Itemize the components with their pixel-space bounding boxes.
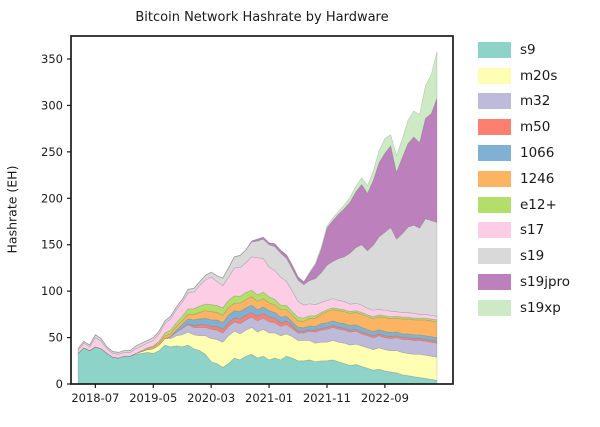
x-tick-label: 2020-03 [187,391,235,405]
legend-label: e12+ [520,196,557,213]
legend-label: s17 [520,222,545,239]
legend-label: s9 [520,41,536,58]
legend-swatch-s19jpro [478,274,511,291]
legend-swatch-m20s [478,67,511,84]
legend-swatch-m50 [478,119,511,136]
y-tick-label: 150 [41,238,63,252]
area-e12+ [77,289,438,359]
legend-swatch-s19xp [478,299,511,316]
legend-swatch-e12+ [478,196,511,213]
x-tick-label: 2019-05 [129,391,177,405]
y-tick-label: 200 [41,191,63,205]
legend-item-m20s: m20s [478,63,570,89]
y-tick-label: 100 [41,284,63,298]
plot-frame [70,35,454,385]
legend-label: s19jpro [520,274,571,291]
legend-label: m50 [520,119,551,136]
y-tick-label: 250 [41,145,63,159]
legend-item-s19: s19 [478,243,570,269]
legend-swatch-s19 [478,248,511,265]
legend-item-e12+: e12+ [478,192,570,218]
legend-label: s19xp [520,299,561,316]
x-tick-label: 2022-09 [361,391,409,405]
chart-title: Bitcoin Network Hashrate by Hardware [135,10,389,25]
area-s19xp [77,51,438,353]
x-tick-label: 2021-11 [303,391,351,405]
legend-item-s9: s9 [478,37,570,63]
y-tick-label: 350 [41,52,63,66]
legend-item-1246: 1246 [478,166,570,192]
legend: s9 m20s m32 m50 1066 1246 e12+ s17 s19 s19jpro s19… [478,37,570,321]
legend-swatch-s17 [478,222,511,239]
legend-item-m50: m50 [478,114,570,140]
legend-swatch-1246 [478,170,511,187]
legend-item-s19jpro: s19jpro [478,269,570,295]
legend-item-s17: s17 [478,218,570,244]
legend-label: m20s [520,67,558,84]
legend-swatch-1066 [478,145,511,162]
legend-swatch-s9 [478,41,511,58]
legend-swatch-m32 [478,93,511,110]
y-tick-label: 0 [56,377,63,391]
legend-item-m32: m32 [478,89,570,115]
area-s19jpro [77,97,438,353]
legend-label: 1246 [520,170,555,187]
legend-item-s19xp: s19xp [478,295,570,321]
area-1246 [77,296,438,359]
area-s19 [77,218,438,355]
y-tick-label: 50 [48,331,63,345]
legend-label: 1066 [520,145,555,162]
legend-label: s19 [520,248,545,265]
legend-label: m32 [520,93,551,110]
x-tick-label: 2021-01 [245,391,293,405]
legend-item-1066: 1066 [478,140,570,166]
y-tick-label: 300 [41,98,63,112]
x-tick-label: 2018-07 [71,391,119,405]
